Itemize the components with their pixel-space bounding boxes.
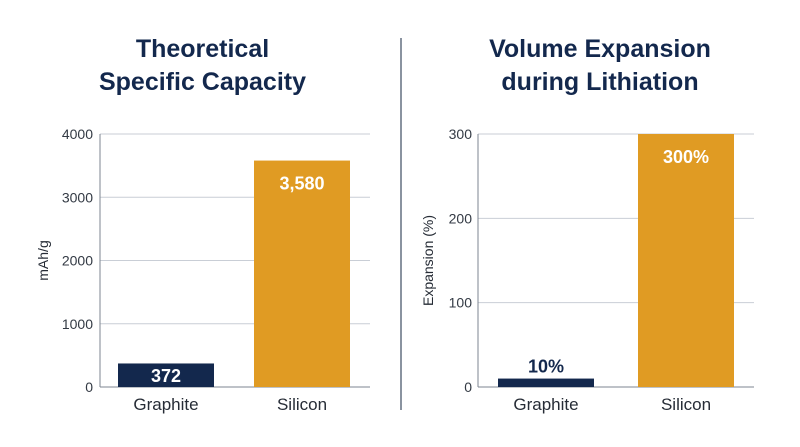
y-axis-title: mAh/g [35,240,51,280]
y-tick-label: 0 [85,379,93,395]
y-tick-label: 0 [464,379,472,395]
panel-divider [400,38,402,410]
bar-silicon [254,160,350,387]
y-tick-label: 4000 [62,126,93,142]
bar-graphite [498,378,594,387]
data-label: 300% [663,147,709,167]
expansion-bar-chart: 0 100 200 300 Expansion (%) 10% Graphite 300% Si… [420,126,754,414]
data-label: 372 [151,366,181,386]
y-tick-label: 2000 [62,253,93,269]
expansion-chart-panel: Volume Expansion during Lithiation 0 100 2… [400,0,800,447]
data-label: 3,580 [279,174,324,194]
chart-title-expansion: Volume Expansion during Lithiation [489,35,711,96]
x-tick-label: Silicon [661,395,711,414]
y-tick-label: 200 [449,210,473,226]
y-tick-label: 100 [449,295,473,311]
x-tick-label: Graphite [133,395,198,414]
bar-silicon [638,134,734,387]
data-label: 10% [528,357,564,377]
y-axis-title: Expansion (%) [420,215,436,306]
y-tick-label: 3000 [62,189,93,205]
y-tick-label: 300 [449,126,473,142]
y-tick-label: 1000 [62,316,93,332]
capacity-bar-chart: 0 1000 2000 3000 4000 mAh/g 372 Graphite 3,580 Si… [35,126,370,414]
capacity-chart-panel: Theoretical Specific Capacity 0 1000 2000 3… [35,35,370,414]
x-tick-label: Graphite [513,395,578,414]
x-tick-label: Silicon [277,395,327,414]
chart-title-capacity: Theoretical Specific Capacity [98,35,307,96]
bar-graphite [118,363,214,387]
